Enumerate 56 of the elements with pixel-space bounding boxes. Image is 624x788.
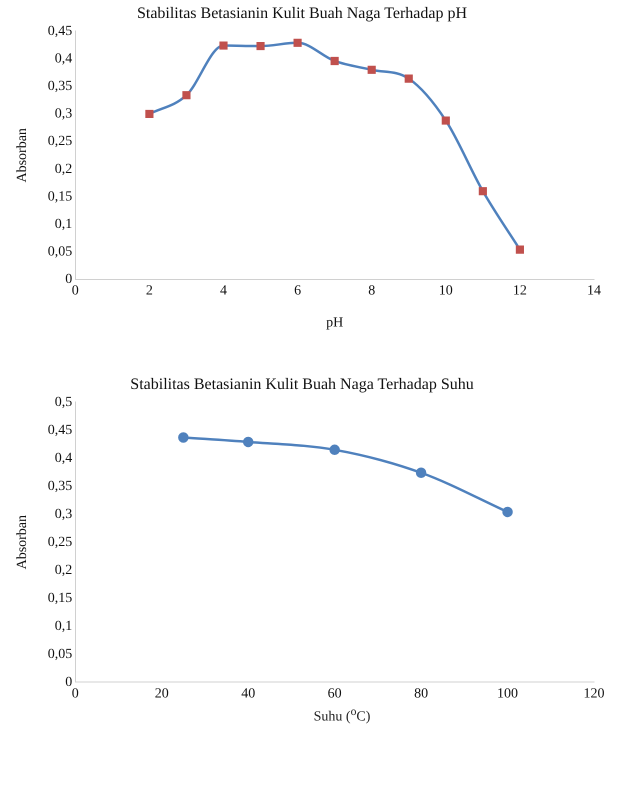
x-tick-label: 120 bbox=[584, 686, 604, 702]
point bbox=[442, 116, 450, 125]
x-tick-label: 14 bbox=[587, 283, 601, 298]
y-tick-label: 0,35 bbox=[48, 478, 72, 494]
x-tick-label: 8 bbox=[368, 283, 376, 298]
point bbox=[329, 444, 340, 456]
y-tick-label: 0,2 bbox=[54, 162, 72, 177]
x-axis-title: Suhu ($^{o}$C) bbox=[312, 705, 372, 726]
x-tick-label: 2 bbox=[146, 283, 153, 298]
x-tick-label: 10 bbox=[438, 283, 453, 298]
x-tick-label: 100 bbox=[497, 686, 518, 702]
y-tick-label: 0,05 bbox=[48, 244, 72, 260]
x-tick-label: 4 bbox=[220, 283, 227, 298]
point bbox=[478, 187, 487, 196]
y-tick-label: 0,1 bbox=[54, 216, 72, 232]
point bbox=[182, 91, 191, 100]
y-tick-label: 0,35 bbox=[48, 79, 72, 94]
y-tick-label: 0 bbox=[65, 674, 72, 690]
y-tick-label: 0,1 bbox=[54, 618, 72, 634]
x-axis-title: pH bbox=[326, 315, 344, 330]
point bbox=[256, 42, 265, 50]
x-tick-label: 6 bbox=[294, 283, 302, 298]
y-tick-label: 0,15 bbox=[48, 590, 72, 606]
point bbox=[516, 246, 524, 254]
y-tick-label: 0,2 bbox=[54, 562, 72, 578]
y-tick-label: 0,25 bbox=[48, 534, 72, 550]
y-tick-label: 0,45 bbox=[48, 24, 72, 39]
point bbox=[416, 468, 426, 478]
point bbox=[502, 506, 513, 518]
point bbox=[330, 56, 339, 66]
point bbox=[242, 436, 254, 448]
x-tick-label: 12 bbox=[512, 283, 527, 298]
y-tick-label: 0,4 bbox=[54, 450, 72, 466]
y-axis-title: Absorban bbox=[15, 514, 30, 570]
point bbox=[368, 66, 376, 74]
y-tick-label: 0 bbox=[65, 272, 72, 288]
x-tick-label: 40 bbox=[241, 686, 256, 702]
y-tick-label: 0,3 bbox=[54, 106, 72, 122]
y-tick-label: 0,4 bbox=[54, 51, 72, 66]
y-axis-title: Absorban bbox=[15, 128, 30, 183]
y-tick-label: 0,05 bbox=[48, 646, 72, 662]
point bbox=[145, 110, 154, 118]
y-tick-label: 0,25 bbox=[48, 134, 72, 150]
x-tick-label: 60 bbox=[328, 686, 342, 702]
x-tick-label: 20 bbox=[154, 686, 169, 702]
point bbox=[178, 432, 189, 443]
point bbox=[294, 38, 302, 47]
y-tick-label: 0,5 bbox=[54, 394, 72, 410]
y-tick-label: 0,15 bbox=[48, 189, 72, 204]
x-tick-label: 80 bbox=[414, 686, 428, 702]
point bbox=[219, 41, 228, 50]
chart-title: Stabilitas Betasianin Kulit Buah Naga Terhadap pH bbox=[136, 4, 468, 22]
chart-title: Stabilitas Betasianin Kulit Buah Naga Terhadap Suhu bbox=[130, 376, 474, 393]
y-tick-label: 0,3 bbox=[54, 506, 72, 522]
point bbox=[404, 74, 413, 83]
y-tick-label: 0,45 bbox=[48, 422, 72, 438]
